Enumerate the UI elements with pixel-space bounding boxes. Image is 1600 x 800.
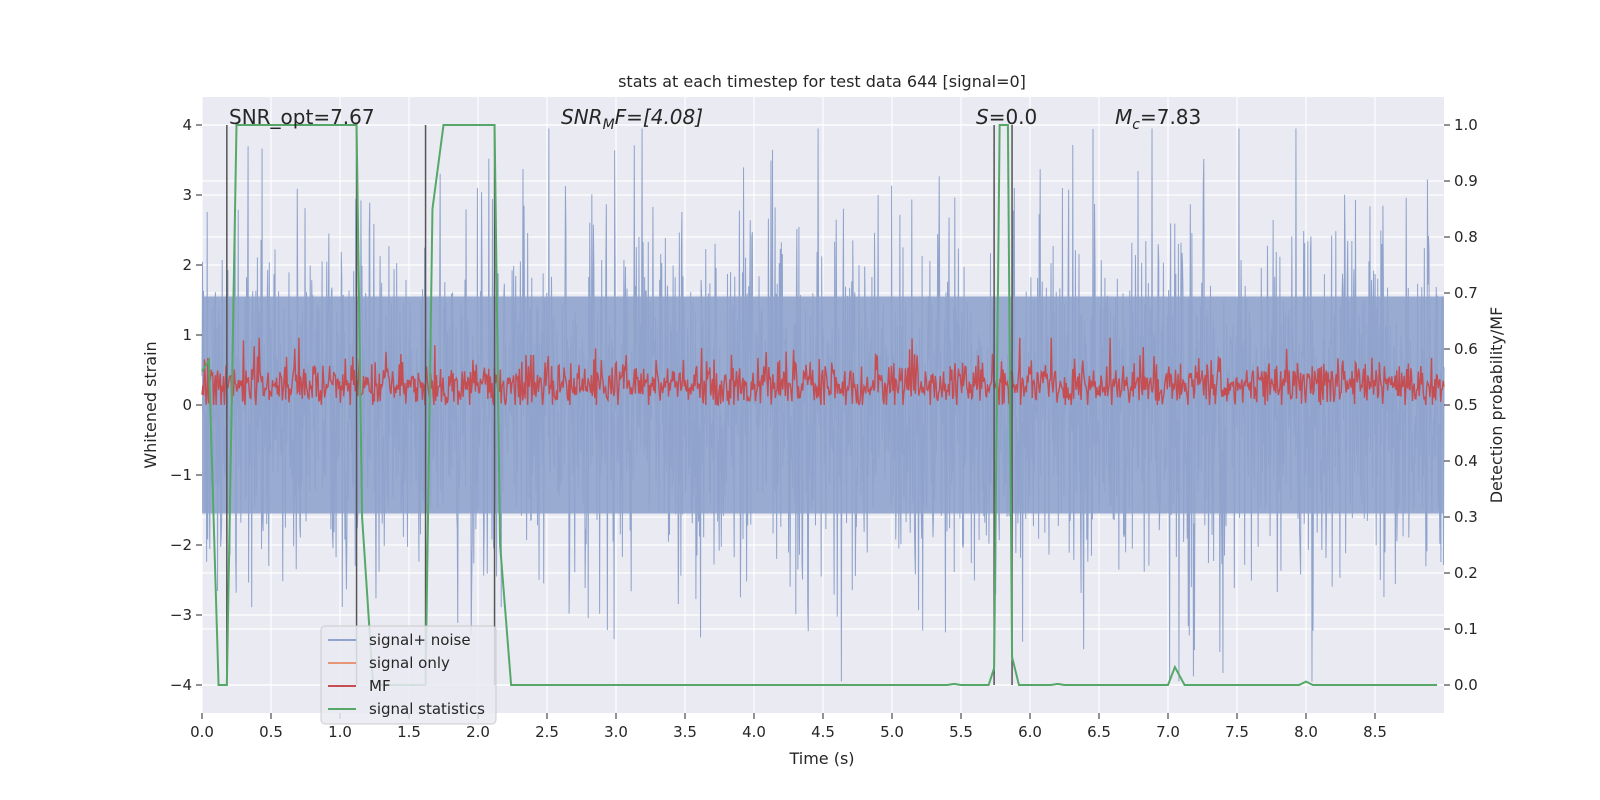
right-tick-label: 1.0: [1454, 116, 1478, 134]
signal-noise-line: [201, 128, 1445, 682]
x-tick-label: 2.5: [535, 723, 559, 741]
x-tick-label: 4.5: [811, 723, 835, 741]
right-y-ticks: 1.0 0.9 0.8 0.7 0.6 0.5 0.4 0.3 0.2 0.1 0.0: [1444, 116, 1478, 694]
right-y-axis-label: Detection probability/MF: [1487, 307, 1506, 504]
legend-label-signal-only: signal only: [369, 654, 450, 672]
x-tick-label: 5.0: [880, 723, 904, 741]
x-tick-label: 6.0: [1018, 723, 1042, 741]
chart-title: stats at each timestep for test data 644…: [618, 72, 1026, 91]
signal-noise-series: [201, 128, 1445, 682]
x-tick-label: 0.5: [259, 723, 283, 741]
x-tick-label: 3.0: [604, 723, 628, 741]
mc-name: M: [1115, 105, 1132, 129]
x-tick-label: 8.5: [1363, 723, 1387, 741]
left-y-axis-label: Whitened strain: [141, 341, 160, 468]
right-tick-label: 0.9: [1454, 172, 1478, 190]
x-tick-label: 0.0: [190, 723, 214, 741]
x-tick-label: 5.5: [949, 723, 973, 741]
mf-series: [201, 337, 1445, 407]
left-tick-label: −2: [170, 536, 192, 554]
x-tick-label: 1.0: [328, 723, 352, 741]
mf-line: [201, 337, 1445, 407]
right-tick-label: 0.7: [1454, 284, 1478, 302]
left-tick-label: −3: [170, 606, 192, 624]
left-tick-label: −1: [170, 466, 192, 484]
x-tick-label: 8.0: [1294, 723, 1318, 741]
left-tick-label: −4: [170, 676, 192, 694]
right-tick-label: 0.2: [1454, 564, 1478, 582]
snr-mf-sub: M: [603, 117, 615, 133]
snr-mf-name: SNR: [561, 105, 603, 129]
mc-sub: c: [1132, 117, 1140, 133]
right-tick-label: 0.5: [1454, 396, 1478, 414]
left-tick-label: 1: [182, 326, 192, 344]
x-tick-label: 1.5: [397, 723, 421, 741]
s-annotation: S=0.0: [976, 105, 1037, 129]
snr-mf-annotation: SNRMF=[4.08]: [561, 105, 703, 133]
right-tick-label: 0.3: [1454, 508, 1478, 526]
x-axis-label: Time (s): [788, 749, 854, 768]
x-tick-label: 7.0: [1156, 723, 1180, 741]
right-tick-label: 0.0: [1454, 676, 1478, 694]
right-tick-label: 0.8: [1454, 228, 1478, 246]
x-tick-label: 4.0: [742, 723, 766, 741]
left-y-ticks: 4 3 2 1 0 −1 −2 −3 −4: [170, 116, 202, 694]
mc-rest: =7.83: [1140, 105, 1201, 129]
signal-statistics-line: [201, 124, 1438, 686]
legend-label-mf: MF: [369, 677, 391, 695]
right-tick-label: 0.6: [1454, 340, 1478, 358]
x-tick-label: 3.5: [673, 723, 697, 741]
left-tick-label: 0: [182, 396, 192, 414]
left-tick-label: 2: [182, 256, 192, 274]
left-tick-label: 3: [182, 186, 192, 204]
right-tick-label: 0.1: [1454, 620, 1478, 638]
snr-opt-annotation: SNR_opt=7.67: [229, 105, 375, 129]
x-tick-label: 6.5: [1087, 723, 1111, 741]
s-rest: =0.0: [989, 105, 1038, 129]
legend-label-signal-noise: signal+ noise: [369, 631, 471, 649]
signal-statistics-series: [201, 124, 1438, 686]
snr-mf-rest: F=[4.08]: [615, 105, 703, 129]
left-tick-label: 4: [182, 116, 192, 134]
legend-box: [320, 625, 497, 725]
x-ticks: 0.0 0.5 1.0 1.5 2.0 2.5 3.0 3.5 4.0 4.5 5.0 5.5 6.0 6…: [190, 713, 1387, 741]
x-tick-label: 7.5: [1225, 723, 1249, 741]
mc-annotation: Mc=7.83: [1115, 105, 1201, 133]
legend: signal+ noise signal only MF signal stat…: [320, 625, 497, 725]
right-tick-label: 0.4: [1454, 452, 1478, 470]
x-tick-label: 2.0: [466, 723, 490, 741]
s-name: S: [976, 105, 989, 129]
legend-label-signal-statistics: signal statistics: [369, 700, 485, 718]
